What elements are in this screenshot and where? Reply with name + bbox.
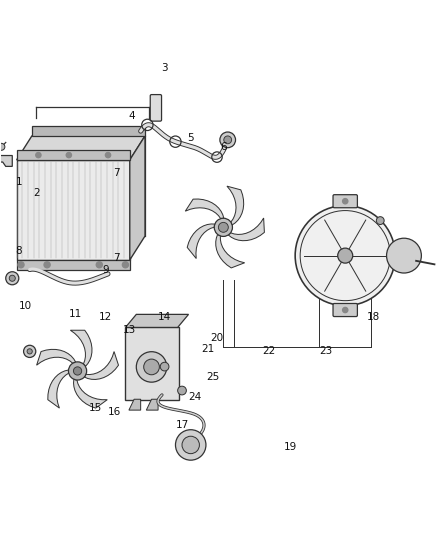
Text: 22: 22 xyxy=(262,346,276,357)
FancyBboxPatch shape xyxy=(150,94,162,121)
Text: 11: 11 xyxy=(69,309,82,319)
Text: 14: 14 xyxy=(158,312,171,321)
Text: 6: 6 xyxy=(220,142,226,152)
Circle shape xyxy=(18,262,24,268)
Text: 4: 4 xyxy=(129,111,135,122)
Text: 1: 1 xyxy=(15,176,22,187)
Text: 7: 7 xyxy=(113,253,120,263)
Polygon shape xyxy=(17,160,130,260)
Circle shape xyxy=(219,222,228,232)
Text: 19: 19 xyxy=(284,442,297,452)
Circle shape xyxy=(338,248,353,263)
Circle shape xyxy=(220,132,236,148)
Circle shape xyxy=(0,143,5,150)
Text: 25: 25 xyxy=(206,373,219,383)
Polygon shape xyxy=(146,399,158,410)
Circle shape xyxy=(24,345,36,358)
Circle shape xyxy=(96,262,102,268)
Polygon shape xyxy=(71,330,92,366)
Polygon shape xyxy=(37,350,76,365)
Circle shape xyxy=(68,362,87,380)
Polygon shape xyxy=(17,150,130,160)
Polygon shape xyxy=(187,224,215,259)
Text: 21: 21 xyxy=(201,344,215,354)
Text: 3: 3 xyxy=(161,63,168,74)
Text: 18: 18 xyxy=(367,312,380,321)
Polygon shape xyxy=(185,199,224,219)
Circle shape xyxy=(122,262,128,268)
Circle shape xyxy=(106,152,111,158)
Text: 5: 5 xyxy=(187,133,194,143)
Circle shape xyxy=(214,218,233,237)
Text: 23: 23 xyxy=(319,346,332,357)
Circle shape xyxy=(44,262,50,268)
Circle shape xyxy=(9,275,15,281)
Polygon shape xyxy=(84,352,119,379)
Circle shape xyxy=(144,359,159,375)
Text: 8: 8 xyxy=(15,246,22,256)
Polygon shape xyxy=(227,186,244,225)
Circle shape xyxy=(6,272,19,285)
Polygon shape xyxy=(129,399,141,410)
FancyBboxPatch shape xyxy=(333,195,357,208)
Circle shape xyxy=(376,217,384,224)
Polygon shape xyxy=(74,379,107,408)
Circle shape xyxy=(387,238,421,273)
Circle shape xyxy=(182,436,199,454)
Text: 9: 9 xyxy=(102,265,109,275)
Polygon shape xyxy=(130,136,145,260)
Text: 24: 24 xyxy=(188,392,201,402)
Text: 12: 12 xyxy=(99,312,113,321)
FancyBboxPatch shape xyxy=(333,303,357,317)
Text: 7: 7 xyxy=(113,168,120,178)
Text: 10: 10 xyxy=(19,301,32,311)
Polygon shape xyxy=(0,156,12,166)
FancyBboxPatch shape xyxy=(124,327,179,400)
Polygon shape xyxy=(48,370,69,408)
Text: 15: 15 xyxy=(88,403,102,413)
Polygon shape xyxy=(216,235,245,268)
Circle shape xyxy=(343,308,348,313)
Circle shape xyxy=(136,352,167,382)
Circle shape xyxy=(295,206,395,305)
Polygon shape xyxy=(17,260,130,270)
Text: 2: 2 xyxy=(33,188,39,198)
Circle shape xyxy=(74,367,82,375)
Text: 16: 16 xyxy=(108,407,121,417)
Circle shape xyxy=(36,152,41,158)
Polygon shape xyxy=(17,136,145,160)
Text: 20: 20 xyxy=(210,333,223,343)
Circle shape xyxy=(224,136,232,144)
Circle shape xyxy=(178,386,186,395)
Polygon shape xyxy=(125,314,188,327)
Circle shape xyxy=(343,199,348,204)
Polygon shape xyxy=(228,218,265,241)
Text: 17: 17 xyxy=(175,421,189,430)
Polygon shape xyxy=(32,126,145,136)
Circle shape xyxy=(176,430,206,460)
Circle shape xyxy=(66,152,71,158)
Circle shape xyxy=(160,362,169,371)
Text: 13: 13 xyxy=(123,325,136,335)
Circle shape xyxy=(27,349,32,354)
